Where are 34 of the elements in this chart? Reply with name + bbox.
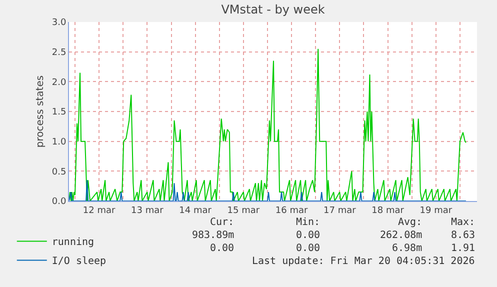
- text: 1.91: [451, 243, 476, 254]
- legend-label: running: [52, 237, 94, 248]
- text: Last update: Fri Mar 20 04:05:31 2026: [252, 256, 475, 267]
- x-tick-label: 15 mar: [227, 206, 260, 216]
- text: 0.00: [296, 243, 320, 254]
- text: 0.00: [296, 230, 320, 241]
- legend-label: I/O sleep: [52, 256, 106, 268]
- text: Min:: [296, 217, 320, 228]
- x-tick-label: 17 mar: [324, 206, 356, 216]
- line-series: [69, 48, 466, 201]
- y-tick-label: 1.5: [52, 108, 66, 118]
- x-tick-label: 12 mar: [82, 206, 116, 216]
- x-tick-label: 13 mar: [131, 206, 164, 216]
- y-tick-label: 0.0: [52, 197, 66, 208]
- y-tick-label: 1.0: [52, 137, 66, 148]
- text: Cur:: [210, 217, 234, 228]
- y-tick-label: 2.0: [52, 78, 66, 88]
- text: 6.98m: [392, 243, 422, 254]
- y-tick-label: 0.5: [52, 167, 66, 178]
- y-axis-title: process states: [34, 75, 46, 148]
- text: 8.63: [451, 230, 476, 241]
- x-tick-label: 16 mar: [275, 206, 308, 216]
- text: Max:: [451, 217, 476, 228]
- text: 983.89m: [192, 230, 234, 241]
- text: 262.08m: [380, 230, 422, 241]
- line-series: [69, 180, 466, 201]
- x-tick-label: 14 mar: [179, 206, 212, 216]
- text: 0.00: [210, 243, 234, 254]
- chart-title: VMstat - by week: [221, 2, 325, 16]
- x-tick-label: 18 mar: [372, 206, 404, 216]
- y-tick-label: 2.5: [52, 48, 66, 58]
- text: Avg:: [398, 217, 422, 228]
- y-tick-label: 3.0: [52, 18, 66, 28]
- x-tick-label: 19 mar: [420, 206, 452, 216]
